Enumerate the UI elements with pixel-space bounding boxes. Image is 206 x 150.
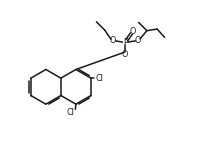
Text: Cl: Cl <box>66 108 74 117</box>
Text: O: O <box>129 27 135 36</box>
Text: O: O <box>121 50 128 59</box>
Text: O: O <box>134 36 140 45</box>
Text: P: P <box>122 38 127 47</box>
Text: Cl: Cl <box>95 74 103 83</box>
Text: O: O <box>109 36 116 45</box>
